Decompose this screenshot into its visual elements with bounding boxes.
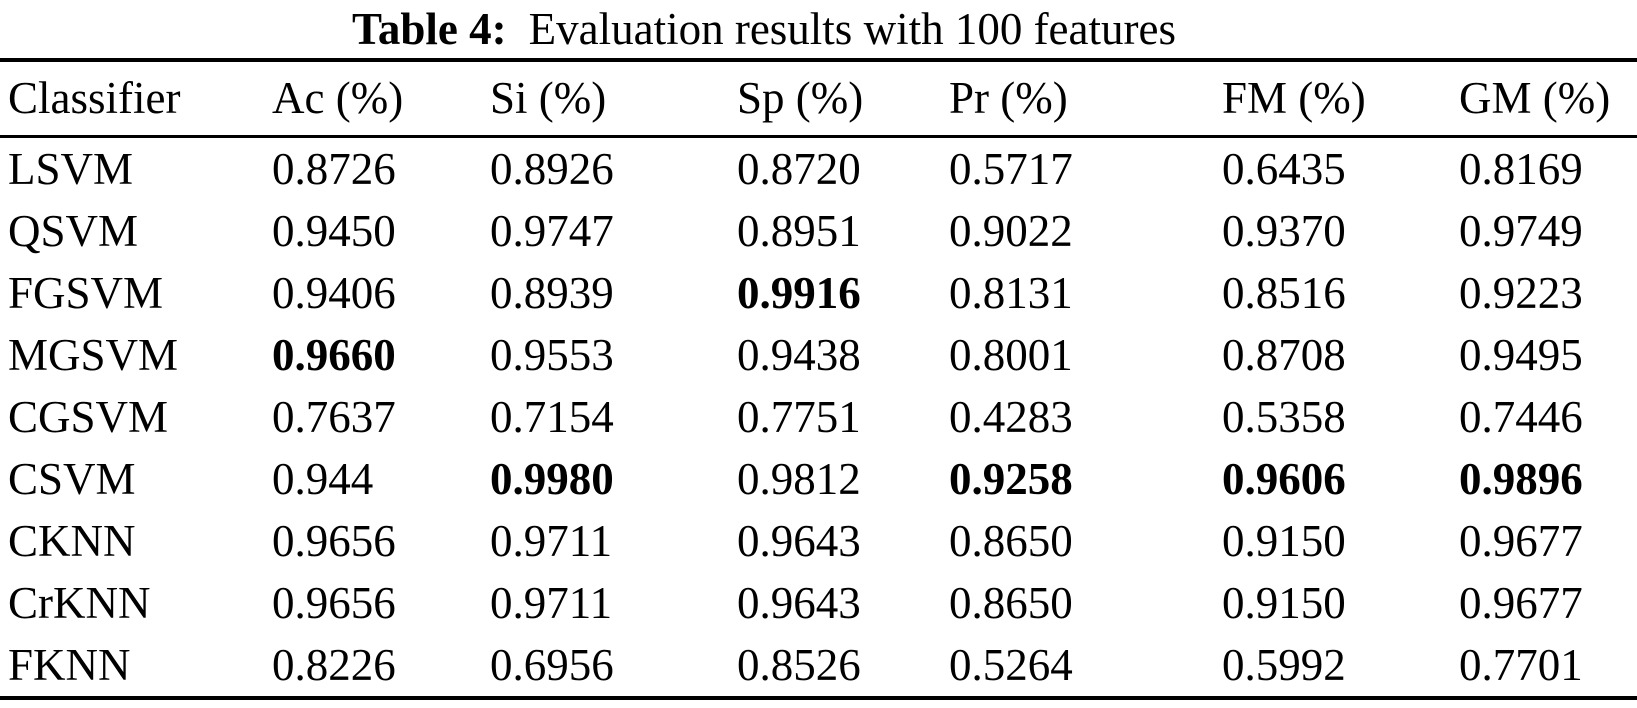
classifier-cell: CSVM — [8, 454, 136, 504]
column-header: Pr (%) — [949, 60, 1222, 138]
value-cell: 0.9711 — [490, 578, 613, 628]
table-caption: Table 4: Evaluation results with 100 feat… — [0, 0, 1528, 58]
value-cell: 0.8926 — [490, 144, 614, 194]
value-cell: 0.8650 — [949, 516, 1073, 566]
value-cell: 0.9438 — [737, 330, 861, 380]
column-header: Sp (%) — [737, 60, 949, 138]
value-cell: 0.8650 — [949, 578, 1073, 628]
value-cell: 0.5358 — [1222, 392, 1346, 442]
value-cell: 0.8951 — [737, 206, 861, 256]
classifier-cell: CKNN — [8, 516, 136, 566]
value-cell: 0.9450 — [272, 206, 396, 256]
value-cell: 0.7701 — [1459, 640, 1583, 690]
table-row: CKNN 0.9656 0.9711 0.9643 0.8650 0.9150 0.9677 — [0, 510, 1637, 572]
classifier-cell: MGSVM — [8, 330, 179, 380]
value-cell: 0.9370 — [1222, 206, 1346, 256]
table-row: MGSVM 0.9660 0.9553 0.9438 0.8001 0.8708 0.949… — [0, 324, 1637, 386]
table-row: CSVM 0.944 0.9980 0.9812 0.9258 0.9606 0.9896 — [0, 448, 1637, 510]
value-cell: 0.944 — [272, 454, 374, 504]
value-cell: 0.8720 — [737, 144, 861, 194]
classifier-cell: CGSVM — [8, 392, 169, 442]
table-row: FKNN 0.8226 0.6956 0.8526 0.5264 0.5992 0.7701 — [0, 634, 1637, 698]
value-cell: 0.6435 — [1222, 144, 1346, 194]
value-cell: 0.6956 — [490, 640, 614, 690]
value-cell: 0.4283 — [949, 392, 1073, 442]
value-cell: 0.9711 — [490, 516, 613, 566]
column-header: Si (%) — [490, 60, 737, 138]
value-cell: 0.9223 — [1459, 268, 1583, 318]
value-cell: 0.9896 — [1459, 454, 1583, 504]
value-cell: 0.7446 — [1459, 392, 1583, 442]
evaluation-results-table: Classifier Ac (%) Si (%) Sp (%) Pr (%) FM (%)… — [0, 58, 1637, 700]
value-cell: 0.9916 — [737, 268, 861, 318]
value-cell: 0.7751 — [737, 392, 861, 442]
value-cell: 0.5264 — [949, 640, 1073, 690]
value-cell: 0.9643 — [737, 516, 861, 566]
column-header: Ac (%) — [272, 60, 490, 138]
table-row: CrKNN 0.9656 0.9711 0.9643 0.8650 0.9150 0.967… — [0, 572, 1637, 634]
classifier-cell: FKNN — [8, 640, 131, 690]
value-cell: 0.5717 — [949, 144, 1073, 194]
value-cell: 0.8169 — [1459, 144, 1583, 194]
value-cell: 0.9747 — [490, 206, 614, 256]
value-cell: 0.9677 — [1459, 578, 1583, 628]
value-cell: 0.9258 — [949, 454, 1073, 504]
caption-text: Evaluation results with 100 features — [528, 4, 1176, 54]
value-cell: 0.8001 — [949, 330, 1073, 380]
value-cell: 0.8516 — [1222, 268, 1346, 318]
value-cell: 0.8226 — [272, 640, 396, 690]
value-cell: 0.8526 — [737, 640, 861, 690]
value-cell: 0.8131 — [949, 268, 1073, 318]
value-cell: 0.9495 — [1459, 330, 1583, 380]
value-cell: 0.9150 — [1222, 516, 1346, 566]
value-cell: 0.8939 — [490, 268, 614, 318]
value-cell: 0.8708 — [1222, 330, 1346, 380]
value-cell: 0.9660 — [272, 330, 396, 380]
column-header: GM (%) — [1459, 60, 1637, 138]
caption-label: Table 4: — [352, 4, 507, 54]
value-cell: 0.7637 — [272, 392, 396, 442]
value-cell: 0.9406 — [272, 268, 396, 318]
table-row: QSVM 0.9450 0.9747 0.8951 0.9022 0.9370 0.9749 — [0, 200, 1637, 262]
value-cell: 0.9812 — [737, 454, 861, 504]
value-cell: 0.8726 — [272, 144, 396, 194]
value-cell: 0.9606 — [1222, 454, 1346, 504]
value-cell: 0.7154 — [490, 392, 614, 442]
value-cell: 0.5992 — [1222, 640, 1346, 690]
value-cell: 0.9749 — [1459, 206, 1583, 256]
value-cell: 0.9553 — [490, 330, 614, 380]
classifier-cell: LSVM — [8, 144, 134, 194]
table-row: LSVM 0.8726 0.8926 0.8720 0.5717 0.6435 0.8169 — [0, 137, 1637, 201]
table-row: FGSVM 0.9406 0.8939 0.9916 0.8131 0.8516 0.922… — [0, 262, 1637, 324]
value-cell: 0.9980 — [490, 454, 614, 504]
column-header: FM (%) — [1222, 60, 1459, 138]
header-row: Classifier Ac (%) Si (%) Sp (%) Pr (%) FM (%)… — [0, 60, 1637, 138]
classifier-cell: CrKNN — [8, 578, 151, 628]
value-cell: 0.9150 — [1222, 578, 1346, 628]
classifier-cell: QSVM — [8, 206, 139, 256]
column-header: Classifier — [0, 60, 272, 138]
value-cell: 0.9022 — [949, 206, 1073, 256]
value-cell: 0.9656 — [272, 516, 396, 566]
value-cell: 0.9643 — [737, 578, 861, 628]
classifier-cell: FGSVM — [8, 268, 164, 318]
value-cell: 0.9656 — [272, 578, 396, 628]
value-cell: 0.9677 — [1459, 516, 1583, 566]
table-row: CGSVM 0.7637 0.7154 0.7751 0.4283 0.5358 0.744… — [0, 386, 1637, 448]
